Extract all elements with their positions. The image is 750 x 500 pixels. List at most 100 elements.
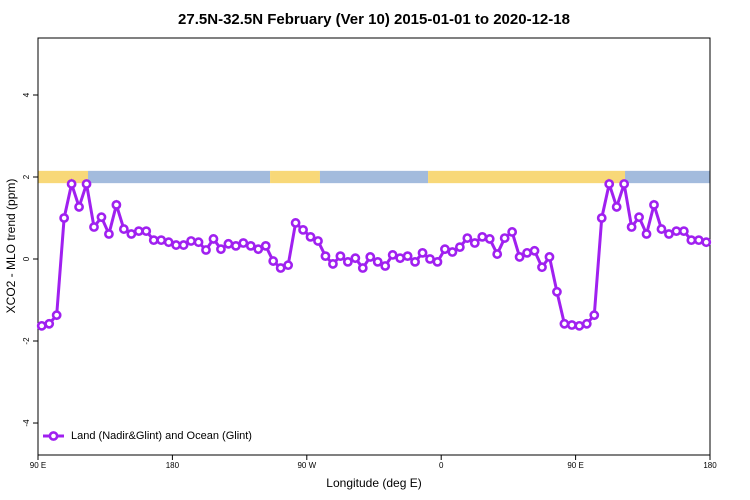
point [148,235,159,246]
surface-segment [319,170,429,184]
point [335,251,346,262]
point [118,224,129,234]
point [581,318,592,329]
surface-segment [428,170,626,184]
point [380,261,391,271]
point [537,262,547,273]
point [410,256,420,267]
point [440,244,450,255]
point [51,310,62,321]
point [268,256,279,266]
point [626,222,637,232]
point [432,256,443,267]
y-tick-label: 2 [22,174,31,179]
point [81,179,92,189]
point [283,260,294,271]
y-axis-label: XCO2 - MLO trend (ppm) [4,179,18,314]
point [574,320,585,331]
point [514,252,525,262]
point [216,244,226,255]
legend-marker [48,431,59,441]
point [529,245,540,256]
point [141,226,152,237]
point [111,199,122,210]
point [395,253,406,264]
point [693,235,704,246]
plot-frame [37,37,711,456]
point [230,240,241,251]
point [649,199,659,210]
point [36,320,47,331]
point [447,247,458,257]
point [290,218,301,228]
point [387,250,398,260]
point [589,310,600,321]
point [566,320,577,330]
point [156,235,167,246]
point [507,227,518,237]
point [201,245,211,255]
point [275,263,286,273]
point [238,238,249,248]
y-tick-label: 4 [22,92,31,97]
point [477,231,488,242]
point [559,318,570,329]
point [171,240,182,250]
point [469,238,480,248]
point [66,179,77,189]
x-tick-label: 90 W [297,461,316,470]
point [96,212,107,223]
point [552,286,562,297]
x-tick-label: 180 [703,461,717,470]
chart-title: 27.5N-32.5N February (Ver 10) 2015-01-01… [178,11,570,28]
legend-label: Land (Nadir&Glint) and Ocean (Glint) [71,430,252,442]
point [89,222,99,232]
point [193,237,204,248]
x-tick-label: 90 E [30,461,46,470]
point [44,318,55,329]
point [484,234,495,244]
point [178,240,189,250]
y-tick-label: -4 [22,419,31,427]
point [350,253,361,264]
point [544,252,555,262]
point [492,249,503,259]
point [678,226,689,237]
point [126,229,137,239]
point [245,240,256,251]
point [425,254,435,264]
point [596,213,607,223]
point [357,263,368,273]
point [186,236,196,246]
y-tick-label: 0 [22,256,31,261]
point [163,237,174,248]
point [634,212,644,223]
point [641,229,652,239]
x-axis-label: Longitude (deg E) [326,476,421,490]
point [305,231,316,242]
point [604,179,615,189]
point [104,229,114,239]
point [454,242,465,253]
point [611,202,622,212]
point [260,240,271,251]
point [656,224,667,234]
point [619,179,630,189]
x-tick-label: 90 E [567,461,583,470]
surface-segment [625,170,710,184]
point [223,238,234,249]
point [133,226,144,237]
point [74,202,84,212]
x-tick-label: 0 [439,461,444,470]
point [365,252,376,262]
point [320,251,331,262]
point [417,247,428,258]
point [462,233,473,243]
point [671,226,682,237]
point [701,237,712,248]
surface-segment [38,170,89,184]
surface-segment [88,170,271,184]
point [208,234,219,244]
point [499,233,510,243]
